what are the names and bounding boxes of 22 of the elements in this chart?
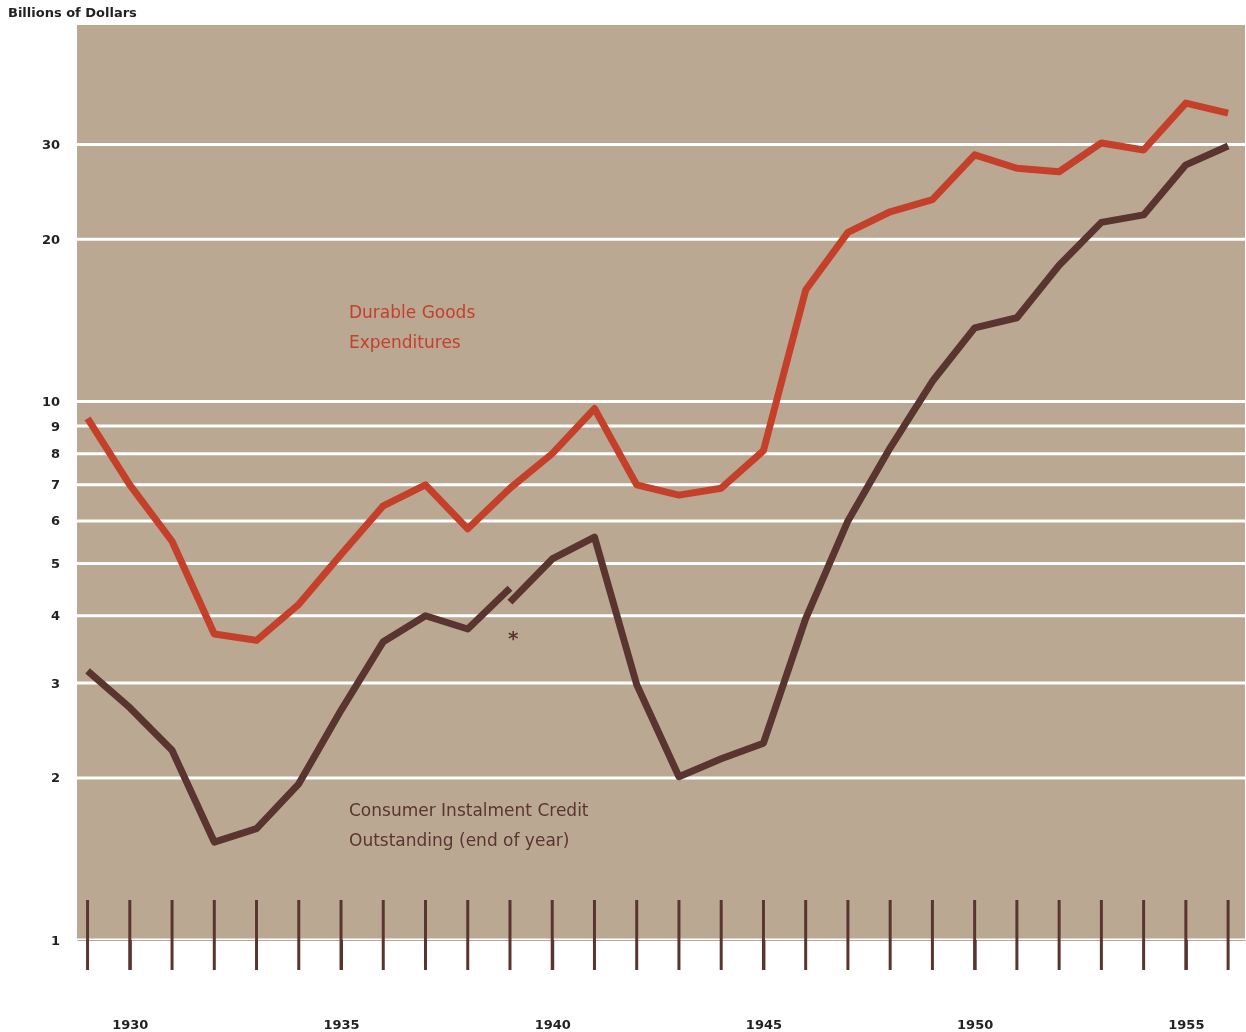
x-tick-label: 1935 (323, 1017, 360, 1032)
x-tick-label: 1940 (534, 1017, 571, 1032)
y-tick-label: 3 (50, 675, 60, 691)
y-tick-label: 1 (50, 932, 60, 948)
y-axis-title: Billions of Dollars (8, 5, 138, 20)
x-tick-label: 1950 (957, 1017, 994, 1032)
y-tick-label: 5 (50, 556, 60, 572)
y-tick-label: 7 (50, 477, 60, 493)
text: Consumer Instalment Credit Outstanding (end of year) (349, 800, 589, 850)
y-tick-label: 2 (50, 770, 60, 786)
text: Durable Goods Expenditures (349, 302, 476, 352)
y-tick-label: 4 (50, 608, 60, 624)
x-tick-label: 1955 (1168, 1017, 1205, 1032)
y-tick-label: 30 (41, 137, 60, 153)
annotation: * (508, 626, 519, 650)
x-tick-label: 1930 (112, 1017, 149, 1032)
y-tick-label: 10 (41, 393, 60, 409)
y-tick-label: 20 (41, 231, 60, 247)
y-tick-label: 6 (50, 513, 60, 529)
x-tick-label: 1945 (745, 1017, 783, 1032)
y-tick-label: 9 (50, 418, 60, 434)
y-tick-label: 8 (50, 446, 60, 462)
